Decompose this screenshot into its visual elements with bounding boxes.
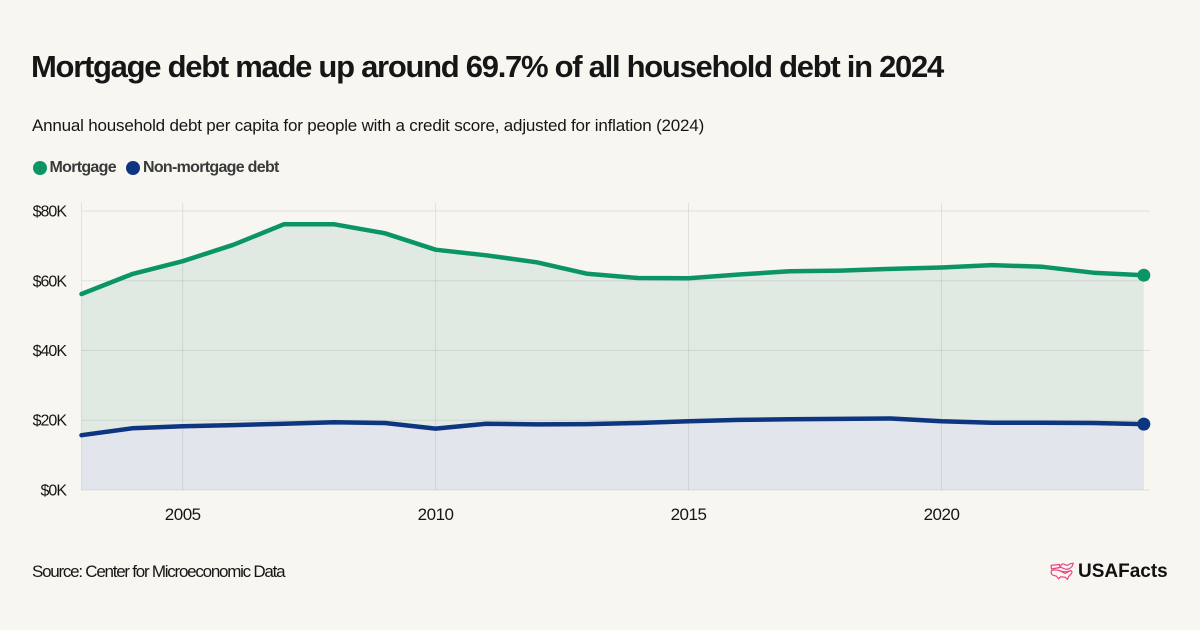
svg-text:$20K: $20K [33, 413, 68, 430]
svg-text:2010: 2010 [418, 505, 454, 524]
svg-text:$60K: $60K [33, 273, 68, 290]
svg-text:2020: 2020 [924, 505, 960, 524]
svg-text:$40K: $40K [33, 343, 68, 360]
svg-text:$0K: $0K [41, 483, 68, 500]
svg-text:$80K: $80K [33, 204, 68, 221]
svg-text:2005: 2005 [165, 505, 201, 524]
svg-text:2015: 2015 [671, 505, 707, 524]
